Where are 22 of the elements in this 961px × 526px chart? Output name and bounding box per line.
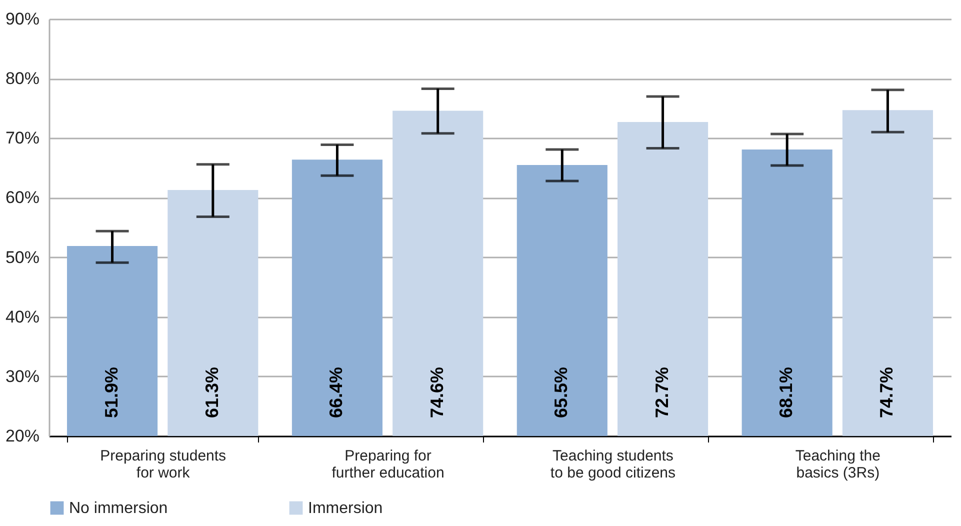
y-tick-label: 40% — [5, 307, 40, 326]
data-label: 66.4% — [326, 366, 346, 418]
data-label: 72.7% — [652, 366, 672, 418]
data-label: 74.6% — [426, 366, 447, 418]
data-label: 65.5% — [551, 366, 572, 418]
x-tick-label: Preparing students for work — [100, 448, 226, 482]
legend-label: Immersion — [308, 500, 383, 517]
legend-label: No immersion — [69, 500, 168, 517]
data-label: 51.9% — [101, 366, 122, 418]
data-label: 61.3% — [202, 366, 222, 418]
x-tick-label: Teaching the basics (3Rs) — [795, 448, 880, 482]
y-tick-label: 80% — [5, 69, 40, 88]
data-label: 74.7% — [876, 366, 897, 418]
data-label: 68.1% — [776, 366, 796, 418]
y-tick-label: 90% — [5, 10, 40, 28]
y-tick-label: 20% — [5, 426, 40, 446]
y-tick-label: 60% — [5, 188, 40, 208]
y-tick-label: 30% — [5, 366, 40, 386]
x-tick-label: Teaching students to be good citizens — [550, 448, 676, 482]
x-tick-label: Preparing for further education — [332, 448, 444, 482]
y-tick-label: 50% — [5, 248, 40, 267]
y-tick-label: 70% — [5, 128, 40, 148]
